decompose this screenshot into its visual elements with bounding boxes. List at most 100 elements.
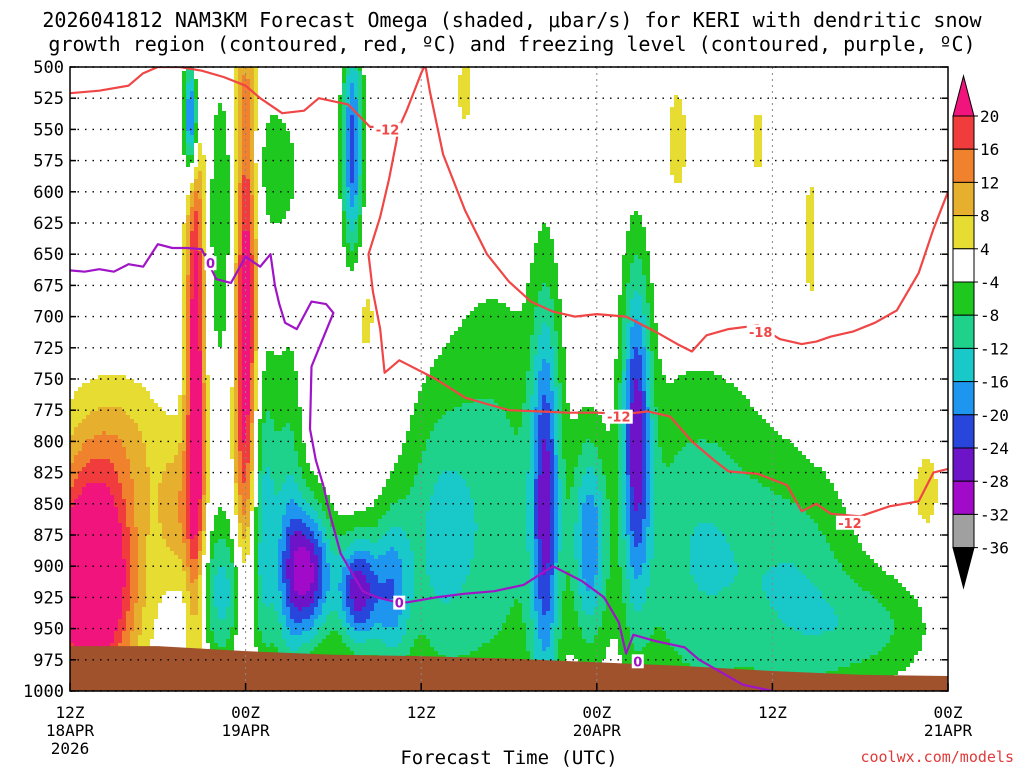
omega-cell bbox=[630, 403, 642, 407]
omega-cell bbox=[182, 311, 186, 315]
omega-cell bbox=[202, 531, 206, 535]
omega-cell bbox=[686, 371, 714, 375]
omega-cell bbox=[194, 535, 198, 539]
omega-cell bbox=[834, 551, 866, 555]
omega-cell bbox=[646, 299, 654, 303]
omega-cell bbox=[654, 527, 694, 531]
omega-cell bbox=[414, 403, 462, 407]
omega-cell bbox=[550, 527, 554, 531]
omega-cell bbox=[186, 255, 190, 259]
omega-cell bbox=[234, 511, 238, 515]
omega-cell bbox=[654, 535, 690, 539]
omega-cell bbox=[638, 507, 646, 511]
omega-cell bbox=[262, 539, 278, 543]
omega-cell bbox=[346, 251, 358, 255]
omega-cell bbox=[126, 567, 130, 571]
omega-cell bbox=[534, 651, 554, 655]
omega-cell bbox=[290, 551, 294, 555]
omega-cell bbox=[282, 531, 286, 535]
omega-cell bbox=[138, 579, 146, 583]
omega-cell bbox=[234, 215, 238, 219]
omega-cell bbox=[542, 443, 546, 447]
omega-cell bbox=[602, 515, 610, 519]
omega-cell bbox=[242, 159, 250, 163]
omega-cell bbox=[70, 547, 122, 551]
omega-cell bbox=[542, 555, 550, 559]
omega-cell bbox=[186, 471, 190, 475]
omega-cell bbox=[190, 351, 202, 355]
omega-cell bbox=[162, 527, 182, 531]
omega-cell bbox=[122, 635, 130, 639]
omega-cell bbox=[530, 583, 534, 587]
omega-cell bbox=[474, 503, 526, 507]
omega-cell bbox=[538, 503, 550, 507]
omega-cell bbox=[366, 639, 382, 643]
omega-cell bbox=[582, 559, 598, 563]
y-tick-label: 575 bbox=[33, 152, 64, 172]
omega-cell bbox=[122, 407, 162, 411]
omega-cell bbox=[562, 535, 574, 539]
omega-cell bbox=[606, 479, 618, 483]
omega-cell bbox=[354, 599, 366, 603]
omega-cell bbox=[346, 207, 358, 211]
omega-cell bbox=[182, 267, 186, 271]
omega-cell bbox=[558, 335, 562, 339]
omega-cell bbox=[582, 479, 598, 483]
omega-cell bbox=[346, 111, 358, 115]
omega-cell bbox=[618, 531, 622, 535]
omega-cell bbox=[538, 611, 542, 615]
omega-cell bbox=[70, 455, 74, 459]
omega-cell bbox=[598, 603, 606, 607]
omega-cell bbox=[562, 543, 574, 547]
omega-cell bbox=[186, 531, 190, 535]
omega-cell bbox=[354, 639, 366, 643]
omega-cell bbox=[330, 543, 350, 547]
omega-cell bbox=[202, 343, 206, 347]
omega-cell bbox=[526, 635, 534, 639]
omega-cell bbox=[190, 499, 198, 503]
omega-cell bbox=[254, 523, 258, 527]
omega-cell bbox=[266, 415, 270, 419]
omega-cell bbox=[554, 431, 558, 435]
omega-cell bbox=[586, 639, 594, 643]
omega-cell bbox=[630, 219, 642, 223]
colorbar-bin bbox=[952, 314, 975, 349]
omega-cell bbox=[134, 507, 150, 511]
omega-cell bbox=[290, 519, 302, 523]
omega-cell bbox=[194, 251, 198, 255]
omega-cell bbox=[250, 483, 254, 487]
omega-cell bbox=[534, 607, 542, 611]
omega-cell bbox=[318, 511, 326, 515]
omega-cell bbox=[114, 463, 130, 467]
omega-cell bbox=[622, 495, 626, 499]
omega-cell bbox=[202, 371, 206, 375]
omega-cell bbox=[862, 587, 906, 591]
omega-cell bbox=[642, 307, 650, 311]
omega-cell bbox=[618, 395, 622, 399]
omega-cell bbox=[642, 415, 646, 419]
omega-cell bbox=[270, 475, 286, 479]
omega-cell bbox=[622, 391, 626, 395]
omega-cell bbox=[582, 447, 598, 451]
omega-cell bbox=[698, 439, 706, 443]
omega-cell bbox=[234, 247, 238, 251]
omega-cell bbox=[290, 599, 314, 603]
omega-cell bbox=[254, 271, 258, 275]
omega-cell bbox=[242, 531, 246, 535]
omega-cell bbox=[642, 459, 646, 463]
omega-cell bbox=[558, 467, 566, 471]
omega-cell bbox=[626, 559, 630, 563]
omega-cell bbox=[190, 195, 194, 199]
omega-cell bbox=[654, 443, 658, 447]
omega-cell bbox=[582, 523, 598, 527]
omega-cell bbox=[562, 527, 574, 531]
omega-cell bbox=[534, 407, 542, 411]
omega-cell bbox=[226, 571, 234, 575]
omega-cell bbox=[342, 95, 346, 99]
omega-cell bbox=[822, 531, 854, 535]
omega-cell bbox=[218, 331, 222, 335]
omega-cell bbox=[214, 259, 226, 263]
omega-cell bbox=[554, 575, 558, 579]
omega-cell bbox=[70, 527, 122, 531]
omega-cell bbox=[250, 347, 254, 351]
